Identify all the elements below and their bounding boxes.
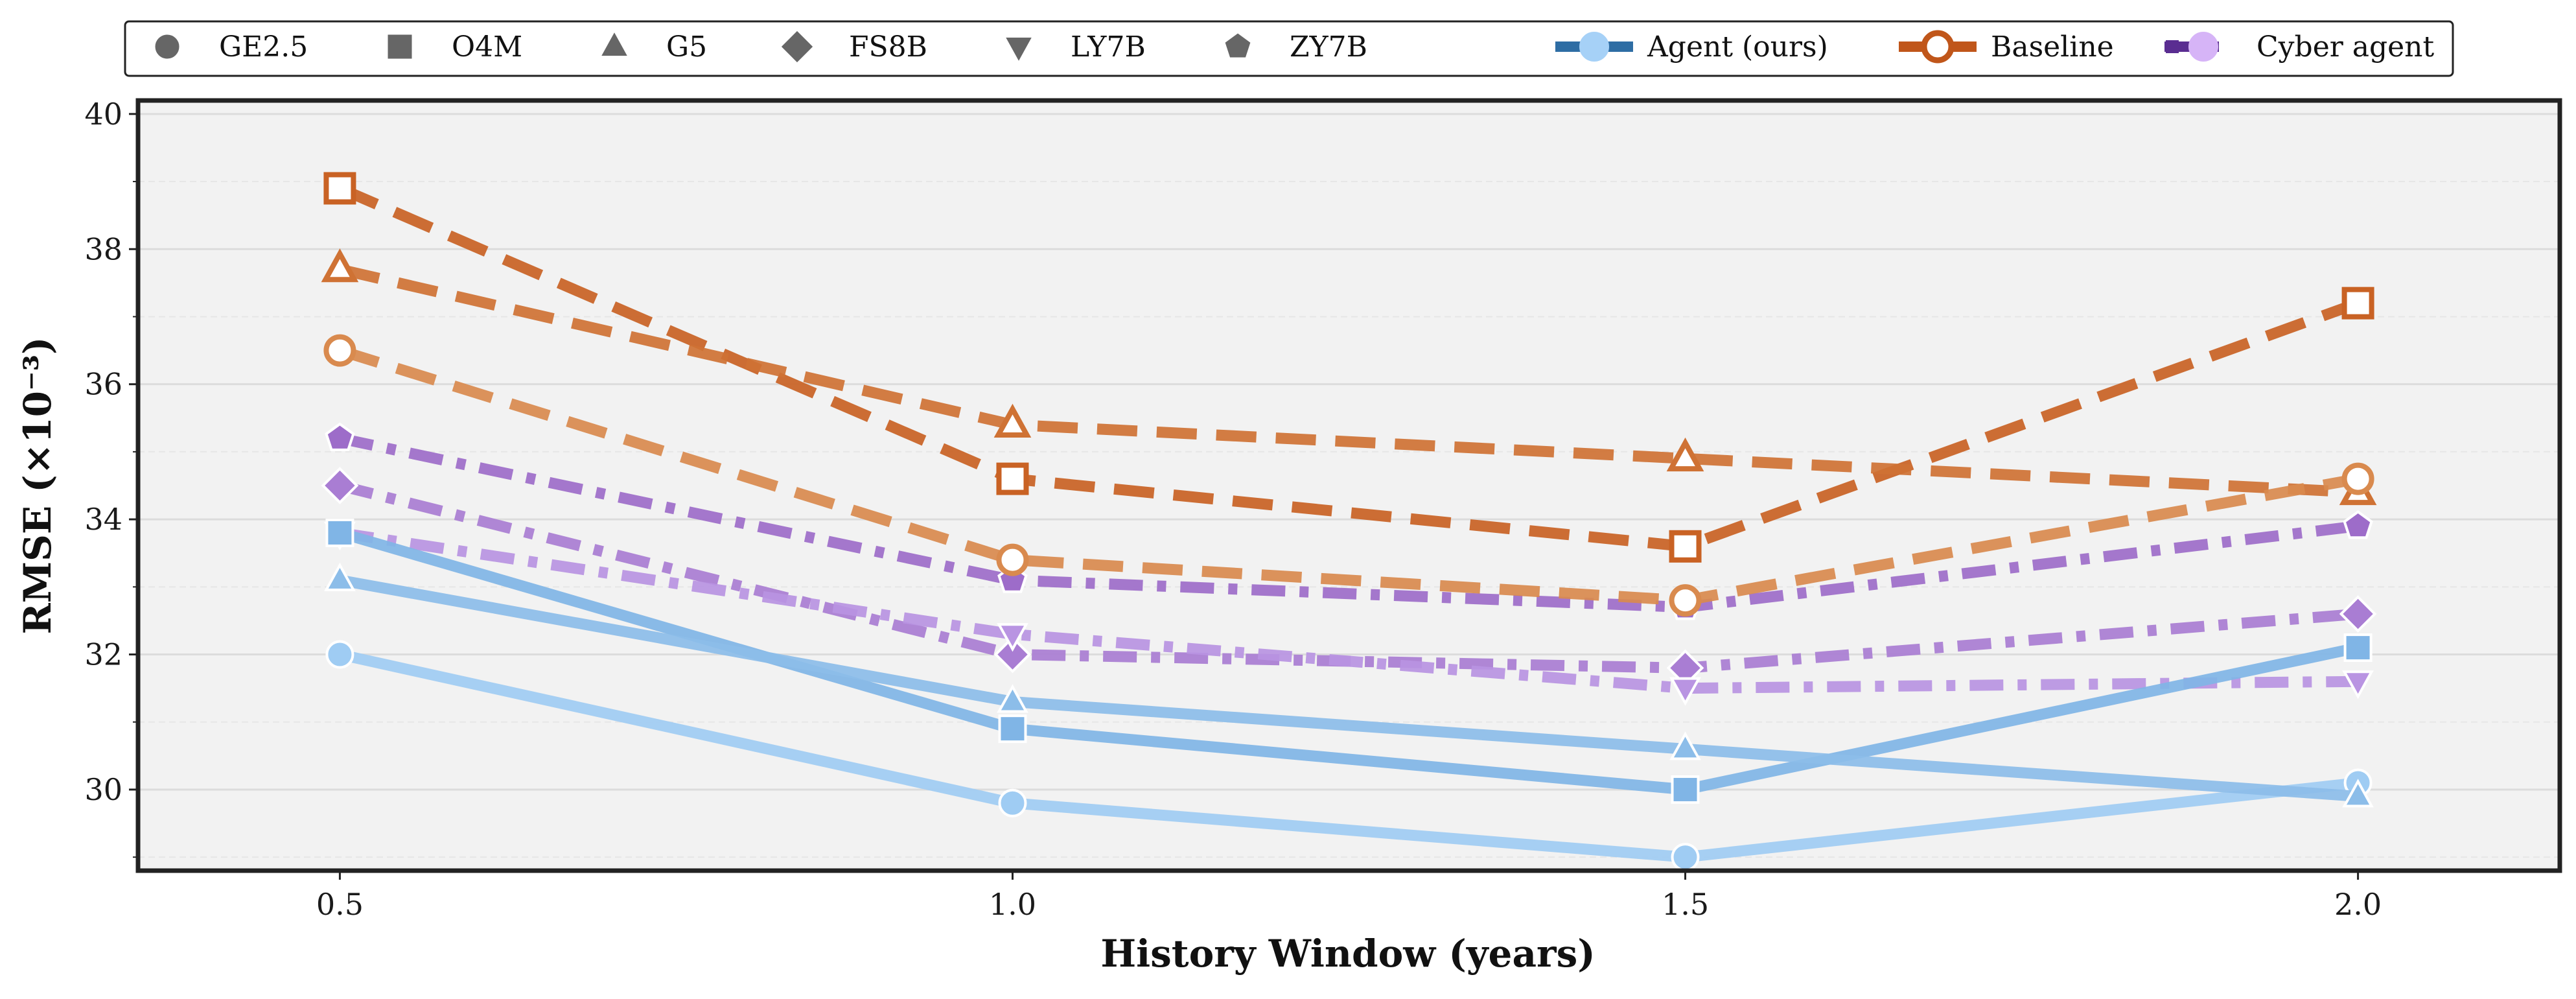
- legend-method-baseline: Baseline: [1899, 30, 2114, 64]
- x-tick-label: 0.5: [316, 887, 364, 922]
- data-point: [2342, 670, 2374, 699]
- series-agent-ours-g5: [324, 562, 2374, 808]
- data-point: [323, 172, 356, 205]
- series-line: [338, 183, 2360, 552]
- y-tick-label: 30: [84, 772, 122, 807]
- y-tick-label: 38: [84, 231, 122, 266]
- data-point: [321, 467, 359, 504]
- series-baselineo4m: [323, 172, 2374, 563]
- y-tick-label: 34: [84, 502, 122, 537]
- x-tick-label: 1.5: [1662, 887, 1709, 922]
- legend-marker-symbol: [781, 30, 813, 63]
- legend-marker-g5: G5: [601, 30, 707, 64]
- plot-area: [138, 100, 2560, 871]
- series-line: [338, 345, 2360, 606]
- legend-method-cyber-agent: Cyber agent: [2164, 30, 2435, 64]
- data-point: [1669, 584, 1702, 617]
- data-point: [1669, 530, 1702, 563]
- legend-frame: [124, 20, 2454, 77]
- x-tick-label: 2.0: [2334, 887, 2382, 922]
- legend-marker-label: GE2.5: [219, 30, 308, 64]
- legend-marker-label: G5: [666, 30, 707, 64]
- legend-method-agent-ours-: Agent (ours): [1555, 30, 1828, 64]
- legend-method-label: Cyber agent: [2257, 30, 2435, 64]
- y-tick-label: 32: [84, 637, 122, 672]
- series-layer: [321, 172, 2377, 872]
- legend-marker-o4m: O4M: [388, 30, 522, 64]
- y-tick-label: 36: [84, 367, 122, 402]
- legend-method-marker: [1921, 30, 1955, 64]
- y-tick-label: 40: [84, 97, 122, 132]
- series-line: [338, 649, 2359, 863]
- data-point: [2341, 287, 2374, 320]
- data-point: [996, 543, 1029, 576]
- data-point: [324, 562, 356, 591]
- legend-marker-fs8b: FS8B: [781, 30, 927, 64]
- series-agent-ours-ge2.5: [325, 640, 2373, 872]
- data-point: [1666, 437, 1704, 472]
- legend-marker-symbol: [601, 32, 627, 56]
- legend-marker-ly7b: LY7B: [1006, 30, 1146, 64]
- legend: GE2.5 O4M G5 FS8B LY7B ZY7B Agent (ours) Baseli…: [124, 20, 2454, 77]
- data-point: [1671, 843, 1700, 872]
- data-point: [2342, 779, 2374, 808]
- x-tick-label: 1.0: [989, 887, 1036, 922]
- legend-method-label: Agent (ours): [1647, 30, 1828, 64]
- data-point: [325, 422, 355, 451]
- legend-marker-zy7b: ZY7B: [1225, 30, 1367, 64]
- series-line: [338, 432, 2359, 613]
- legend-marker-label: FS8B: [849, 30, 927, 64]
- data-point: [325, 518, 354, 547]
- data-point: [993, 403, 1032, 438]
- x-axis-title: History Window (years): [1100, 932, 1595, 976]
- legend-marker-symbol: [1006, 38, 1032, 61]
- series-line: [339, 527, 2358, 694]
- legend-marker-label: LY7B: [1071, 30, 1146, 64]
- legend-marker-symbol: [1225, 33, 1251, 58]
- data-point: [2343, 633, 2373, 663]
- data-point: [993, 635, 1032, 674]
- series-agent-ours-o4m: [325, 518, 2373, 804]
- data-point: [998, 788, 1027, 817]
- legend-marker-symbol: [155, 34, 180, 59]
- series-line: [338, 574, 2359, 802]
- legend-method-marker: [2188, 32, 2218, 62]
- data-point: [2339, 595, 2377, 633]
- data-point: [1669, 731, 1701, 760]
- legend-method-label: Baseline: [1991, 30, 2114, 64]
- data-point: [998, 714, 1027, 744]
- legend-method-marker: [2166, 40, 2179, 53]
- data-point: [1671, 775, 1700, 804]
- data-point: [325, 640, 354, 669]
- data-point: [996, 462, 1029, 495]
- series-baselinege2.5: [323, 334, 2374, 617]
- legend-marker-ge2.5: GE2.5: [155, 30, 308, 64]
- data-point: [997, 684, 1028, 713]
- data-point: [323, 334, 356, 367]
- series-line: [338, 264, 2359, 498]
- data-point: [2343, 510, 2373, 539]
- legend-marker-symbol: [388, 34, 412, 59]
- data-point: [997, 623, 1028, 652]
- data-point: [321, 248, 359, 283]
- y-axis-title: RMSE (×10⁻³): [16, 337, 60, 635]
- series-line: [338, 527, 2360, 795]
- legend-marker-label: O4M: [452, 30, 522, 64]
- plot-frame: [135, 98, 2562, 873]
- axes: 30 32 34 36 38 40 0.5 1.0 1.5 2.0: [84, 97, 2382, 922]
- legend-method-marker: [1579, 32, 1609, 62]
- legend-marker-label: ZY7B: [1290, 30, 1367, 64]
- data-point: [1669, 677, 1701, 706]
- data-point: [2341, 462, 2374, 495]
